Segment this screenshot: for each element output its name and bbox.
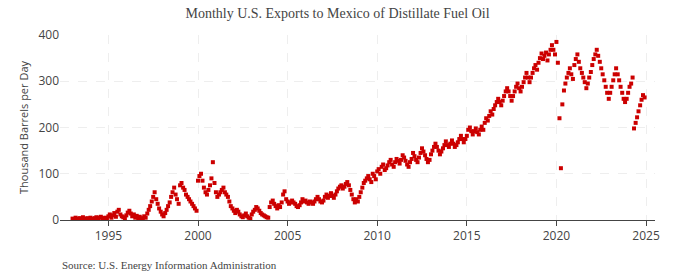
svg-text:300: 300: [38, 72, 59, 89]
svg-text:2020: 2020: [543, 227, 571, 244]
svg-text:100: 100: [38, 165, 59, 182]
svg-text:1995: 1995: [95, 227, 123, 244]
svg-text:Source: U.S. Energy Informatio: Source: U.S. Energy Information Administ…: [62, 259, 277, 271]
svg-text:2015: 2015: [453, 227, 481, 244]
svg-text:Monthly U.S. Exports to Mexico: Monthly U.S. Exports to Mexico of Distil…: [185, 6, 489, 21]
svg-text:200: 200: [38, 119, 59, 136]
svg-text:2000: 2000: [184, 227, 212, 244]
svg-text:2025: 2025: [632, 227, 660, 244]
svg-text:400: 400: [38, 26, 59, 43]
svg-text:2010: 2010: [363, 227, 391, 244]
svg-text:Thousand Barrels per Day: Thousand Barrels per Day: [16, 61, 31, 194]
svg-text:0: 0: [52, 211, 59, 228]
svg-text:2005: 2005: [274, 227, 302, 244]
